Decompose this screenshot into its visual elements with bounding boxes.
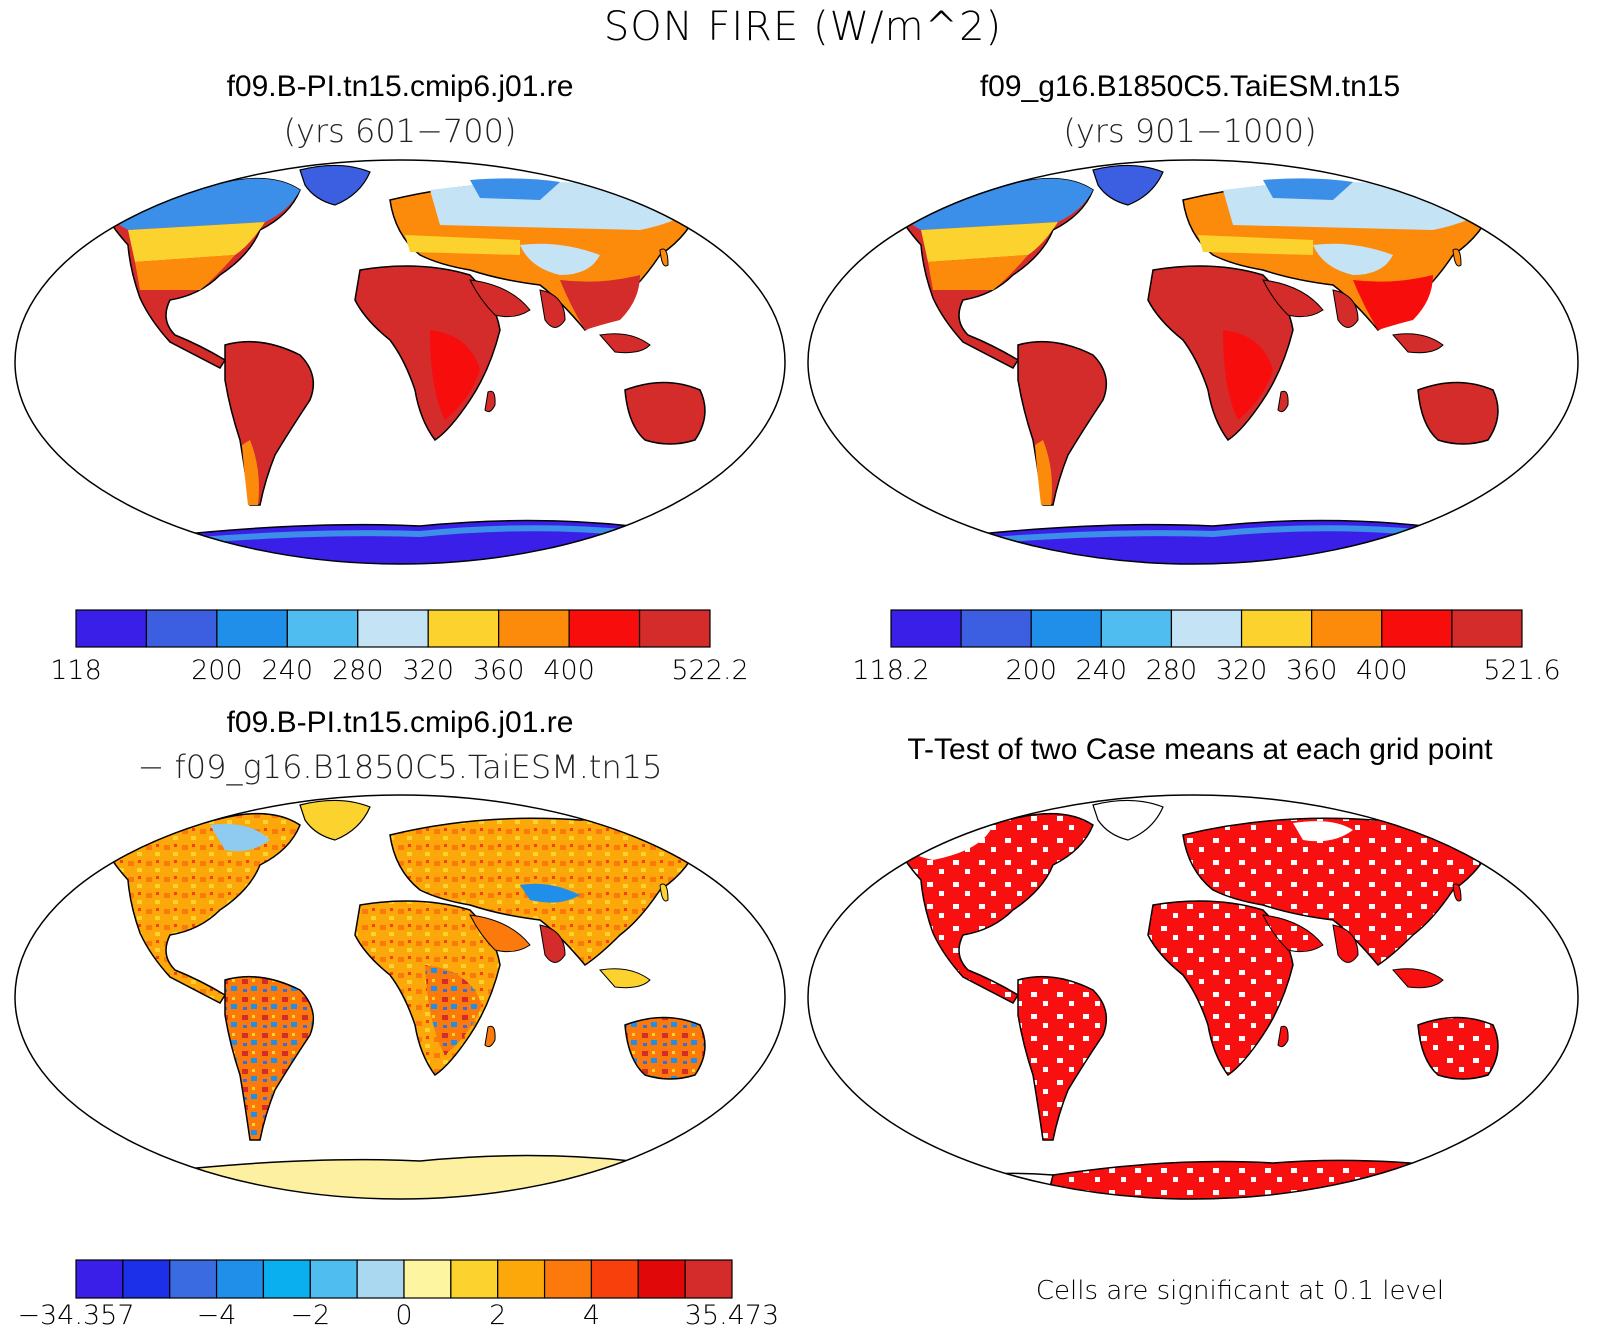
colorbar-swatch — [684, 1259, 733, 1299]
colorbar-swatch — [590, 1259, 639, 1299]
figure-title: SON FIRE (W/m^2) — [603, 4, 1003, 50]
colorbar-swatch — [122, 1259, 171, 1299]
colorbar-swatch — [145, 609, 218, 648]
colorbar-swatch — [890, 609, 962, 648]
colorbar-swatch — [498, 609, 570, 648]
colorbar-swatch — [309, 1259, 358, 1299]
colorbar-swatch — [262, 1259, 311, 1299]
colorbar-swatch — [1311, 609, 1383, 648]
panel-title-top-left: f09.B-PI.tn15.cmip6.j01.re — [226, 70, 574, 103]
colorbar-swatch — [75, 609, 148, 648]
map-border-bottom-right — [807, 794, 1579, 1200]
colorbar-tick-label: 400 — [543, 655, 595, 686]
colorbar-swatch — [215, 1259, 265, 1299]
map-panel-bottom-left — [14, 794, 786, 1200]
colorbar-tick-label: 360 — [472, 655, 525, 686]
panel-title-bottom-left: f09.B-PI.tn15.cmip6.j01.re — [226, 706, 574, 739]
colorbar-swatch — [75, 1259, 124, 1299]
map-panel-bottom-right — [807, 794, 1579, 1200]
colorbar-tick-label: 35.473 — [684, 1300, 780, 1331]
colorbar-tick-label: 280 — [1145, 655, 1198, 686]
panel-title-top-right: f09_g16.B1850C5.TaiESM.tn15 — [979, 70, 1401, 103]
panel-subtitle-top-right: (yrs 901−1000) — [1063, 112, 1317, 150]
colorbar-swatch — [1381, 609, 1453, 648]
colorbar-tick-label: 522.2 — [671, 655, 749, 686]
colorbar-top-right — [890, 609, 1523, 648]
colorbar-swatch — [1030, 609, 1102, 648]
colorbar-swatch — [638, 609, 711, 648]
colorbar-tick-label: 200 — [191, 655, 243, 686]
colorbar-swatch — [169, 1259, 218, 1299]
colorbar-tick-label: −34.357 — [17, 1300, 135, 1331]
colorbar-swatch — [1100, 609, 1173, 648]
colorbar-tick-label: 240 — [1075, 655, 1128, 686]
colorbar-swatch — [497, 1259, 546, 1299]
colorbar-tick-label: 0 — [395, 1300, 413, 1331]
colorbar-swatch — [216, 609, 288, 648]
panel-subtitle-top-left: (yrs 601−700) — [283, 112, 517, 150]
colorbar-tick-label: 118 — [50, 655, 102, 686]
colorbar-tick-label: 118.2 — [852, 655, 930, 686]
colorbar-tick-label: 200 — [1005, 655, 1057, 686]
colorbar-tick-label: −4 — [196, 1300, 237, 1331]
colorbar-swatch — [960, 609, 1032, 648]
colorbar-tick-label: 320 — [1215, 655, 1268, 686]
map-border-top-right — [807, 159, 1579, 565]
map-panel-top-left — [14, 159, 786, 565]
colorbar-swatch — [637, 1259, 686, 1299]
colorbar-tick-label: 2 — [489, 1300, 507, 1331]
panel-title-bottom-right: T-Test of two Case means at each grid po… — [907, 733, 1493, 766]
map-border-bottom-left — [14, 794, 786, 1200]
colorbar-tick-label: 320 — [402, 655, 454, 686]
map-panel-top-right — [807, 159, 1579, 565]
colorbar-tick-label: 4 — [582, 1300, 601, 1331]
colorbar-swatch — [427, 609, 500, 648]
colorbar-swatch — [1240, 609, 1313, 648]
colorbar-tick-label: −2 — [290, 1300, 331, 1331]
significance-footnote: Cells are significant at 0.1 level — [1035, 1276, 1445, 1306]
colorbar-swatch — [357, 609, 429, 648]
colorbar-tick-label: 400 — [1355, 655, 1408, 686]
panel-subtitle-bottom-left: − f09_g16.B1850C5.TaiESM.tn15 — [137, 748, 663, 786]
colorbar-swatch — [450, 1259, 499, 1299]
colorbar-swatch — [403, 1259, 452, 1299]
colorbar-tick-label: 360 — [1285, 655, 1338, 686]
colorbar-swatch — [1451, 609, 1523, 648]
colorbar-swatch — [1170, 609, 1243, 648]
colorbar-swatch — [568, 609, 641, 648]
colorbar-bottom-left — [75, 1259, 733, 1299]
colorbar-swatch — [356, 1259, 405, 1299]
colorbar-top-left — [75, 609, 711, 648]
colorbar-tick-label: 521.6 — [1483, 655, 1561, 686]
colorbar-swatch — [543, 1259, 593, 1299]
colorbar-swatch — [286, 609, 359, 648]
colorbar-tick-label: 280 — [331, 655, 384, 686]
colorbar-tick-label: 240 — [261, 655, 314, 686]
map-border-top-left — [14, 159, 786, 565]
